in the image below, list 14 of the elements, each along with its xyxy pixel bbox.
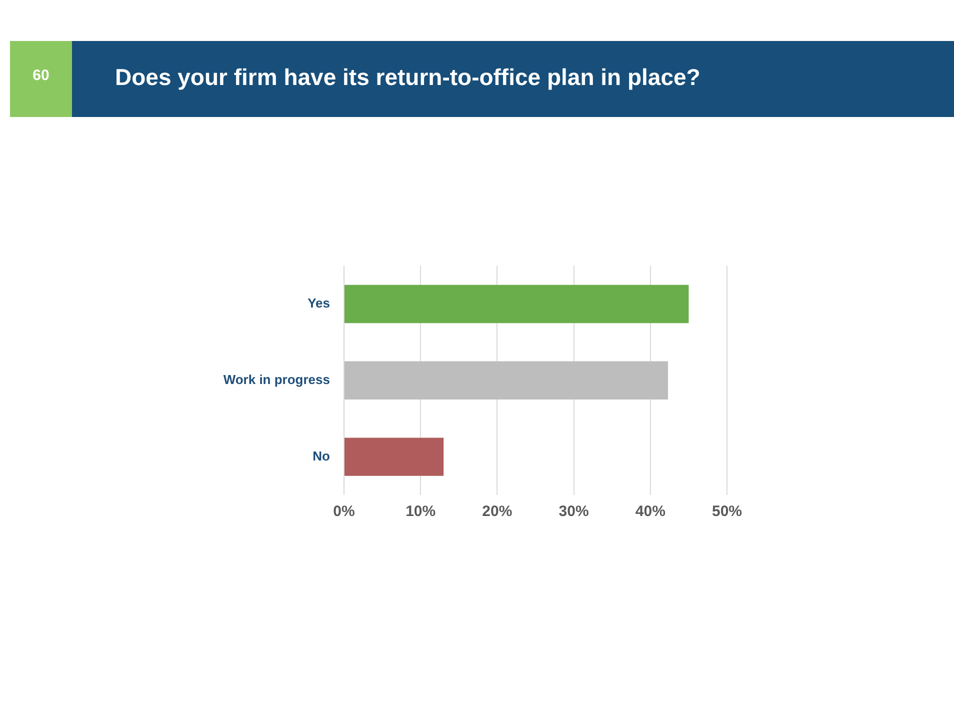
chart-title: Does your firm have its return-to-office plan in place? bbox=[115, 64, 700, 91]
x-tick-label: 30% bbox=[558, 503, 589, 520]
x-tick-label: 10% bbox=[406, 503, 436, 520]
bar bbox=[344, 438, 444, 476]
x-tick-label: 0% bbox=[333, 503, 355, 520]
text: 60 bbox=[10, 41, 72, 117]
bar bbox=[344, 284, 689, 324]
y-tick-label: No bbox=[312, 448, 330, 464]
y-tick-label: Yes bbox=[308, 296, 330, 311]
x-tick-label: 40% bbox=[635, 503, 666, 520]
y-tick-label: Work in progress bbox=[223, 372, 330, 387]
x-tick-label: 50% bbox=[712, 503, 742, 520]
x-tick-label: 20% bbox=[482, 503, 512, 520]
bar bbox=[344, 361, 668, 400]
